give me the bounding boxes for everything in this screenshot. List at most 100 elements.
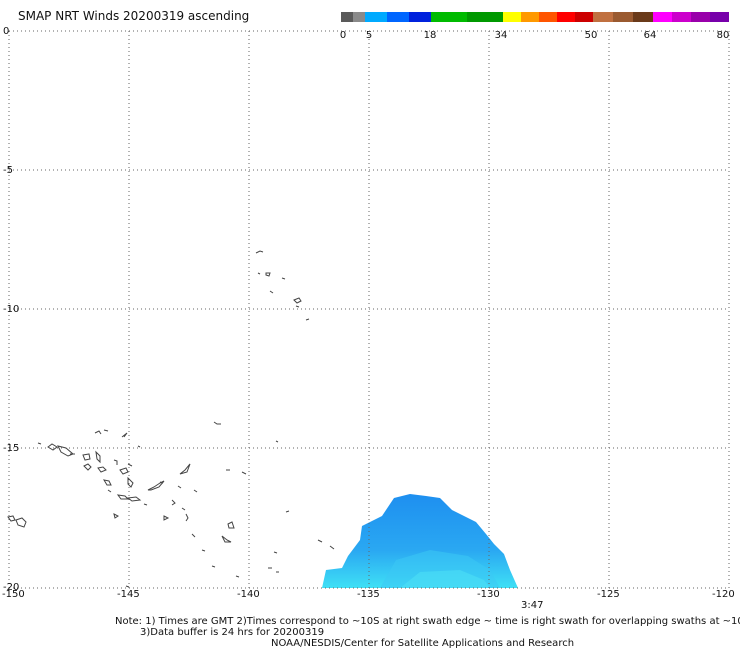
island xyxy=(273,551,278,554)
island xyxy=(95,450,101,464)
colorbar-swatch xyxy=(710,12,730,22)
colorbar-swatch xyxy=(341,12,354,22)
colorbar-label: 34 xyxy=(494,30,508,41)
lon-label: -135 xyxy=(357,589,380,600)
swath-time-label: 3:47 xyxy=(521,600,544,611)
island xyxy=(125,585,130,588)
island xyxy=(293,297,302,304)
island xyxy=(159,481,164,484)
island xyxy=(82,453,91,461)
island xyxy=(57,445,74,457)
map-title: SMAP NRT Winds 20200319 ascending xyxy=(18,9,250,23)
colorbar-swatch xyxy=(353,12,366,22)
island xyxy=(329,545,335,550)
colorbar-swatch xyxy=(467,12,504,22)
island xyxy=(103,429,109,432)
colorbar-swatch xyxy=(521,12,540,22)
island-coastlines xyxy=(7,250,335,588)
island xyxy=(275,440,279,443)
lat-label: -10 xyxy=(3,304,20,315)
wind-swath-highlight xyxy=(400,570,490,588)
island xyxy=(119,467,129,475)
island xyxy=(265,272,271,277)
colorbar-swatch xyxy=(409,12,432,22)
island xyxy=(295,305,300,308)
lat-label: -5 xyxy=(3,165,13,176)
colorbar-swatch xyxy=(431,12,468,22)
island xyxy=(137,445,141,448)
lon-label: -145 xyxy=(117,589,140,600)
note-line-3: NOAA/NESDIS/Center for Satellite Applica… xyxy=(271,638,575,649)
island xyxy=(113,513,119,519)
island xyxy=(317,539,323,543)
colorbar-swatch xyxy=(613,12,634,22)
island xyxy=(97,466,107,473)
lon-label: -140 xyxy=(237,589,260,600)
lat-label: -20 xyxy=(3,582,20,593)
colorbar-swatch xyxy=(672,12,692,22)
island xyxy=(143,503,148,506)
island xyxy=(7,515,16,522)
island xyxy=(181,507,186,511)
island xyxy=(285,510,290,513)
island xyxy=(179,463,191,475)
island xyxy=(257,272,261,275)
island xyxy=(116,494,130,500)
island xyxy=(269,290,274,294)
colorbar-swatch xyxy=(557,12,576,22)
colorbar-label: 50 xyxy=(584,30,598,41)
colorbar-swatch xyxy=(365,12,388,22)
island xyxy=(147,480,165,491)
colorbar-swatch xyxy=(575,12,594,22)
wind-speed-colorbar: 0 5 18 34 50 64 80 xyxy=(340,7,730,41)
note-line-1: Note: 1) Times are GMT 2)Times correspon… xyxy=(115,616,740,627)
colorbar-swatch xyxy=(503,12,522,22)
note-line-2: 3)Data buffer is 24 hrs for 20200319 xyxy=(140,627,325,638)
island xyxy=(213,421,221,425)
colorbar-swatch xyxy=(387,12,410,22)
colorbar-label: 64 xyxy=(643,30,657,41)
colorbar-label: 80 xyxy=(716,30,730,41)
island xyxy=(126,496,142,502)
island xyxy=(94,430,102,435)
island xyxy=(37,442,42,445)
island xyxy=(83,463,92,471)
island xyxy=(227,521,235,529)
lat-label: 0 xyxy=(3,26,10,37)
island xyxy=(221,535,232,543)
island xyxy=(201,549,206,552)
island xyxy=(191,533,196,538)
lon-label: -150 xyxy=(2,589,25,600)
island xyxy=(171,499,176,506)
colorbar-swatch xyxy=(539,12,558,22)
graticule xyxy=(8,30,730,589)
lat-label: -15 xyxy=(3,443,20,454)
island xyxy=(15,517,27,528)
island xyxy=(127,463,133,467)
colorbar-label: 18 xyxy=(423,30,437,41)
island xyxy=(127,476,134,488)
island xyxy=(113,459,118,465)
island xyxy=(185,513,189,522)
island xyxy=(121,432,128,438)
island xyxy=(107,489,112,493)
island xyxy=(235,575,240,578)
island xyxy=(47,443,58,451)
colorbar-swatch xyxy=(691,12,711,22)
island xyxy=(241,471,247,475)
colorbar-swatch xyxy=(653,12,673,22)
island xyxy=(211,565,216,568)
island xyxy=(163,515,170,521)
island xyxy=(102,479,112,486)
island xyxy=(281,277,286,280)
colorbar-swatches xyxy=(341,12,730,22)
island xyxy=(177,485,182,489)
island xyxy=(255,250,264,254)
lon-label: -130 xyxy=(477,589,500,600)
lon-label: -120 xyxy=(712,589,735,600)
island xyxy=(305,318,310,321)
colorbar-swatch xyxy=(633,12,654,22)
colorbar-swatch xyxy=(593,12,614,22)
lon-label: -125 xyxy=(597,589,620,600)
